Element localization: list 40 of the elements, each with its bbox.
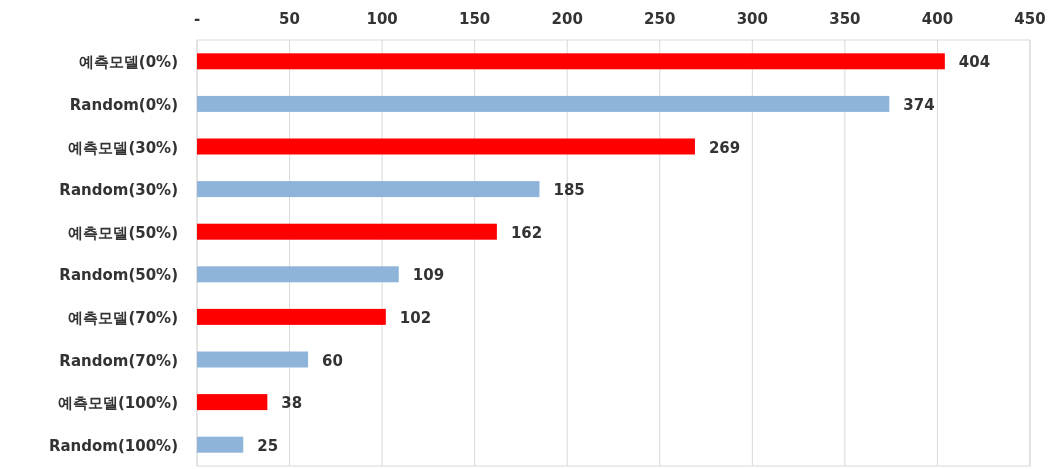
- data-label: 60: [322, 351, 343, 370]
- data-label: 102: [399, 308, 432, 327]
- data-label: 185: [553, 181, 585, 200]
- x-tick-label: 100: [366, 10, 398, 28]
- data-label: 374: [903, 95, 935, 114]
- data-label: 109: [412, 266, 445, 285]
- x-tick-label: 50: [279, 10, 300, 28]
- bar: [197, 223, 497, 240]
- x-tick-label: 300: [736, 10, 768, 28]
- bar: [197, 266, 399, 283]
- bar: [197, 351, 309, 368]
- x-tick-label: -: [193, 10, 201, 28]
- y-tick-label: Random(0%): [69, 95, 178, 114]
- bar: [197, 138, 695, 155]
- y-tick-label: Random(70%): [59, 351, 178, 370]
- x-tick-label: 400: [921, 10, 954, 28]
- data-label: 25: [257, 436, 279, 455]
- y-tick-label: Random(50%): [59, 266, 178, 285]
- bar: [197, 95, 890, 112]
- bar: [197, 308, 386, 325]
- bar: [197, 436, 244, 453]
- data-label: 38: [281, 394, 303, 413]
- bar: [197, 394, 268, 411]
- data-label: 404: [958, 53, 991, 72]
- bar: [197, 53, 945, 70]
- y-tick-label: 예측모델(0%): [78, 53, 178, 72]
- y-tick-label: Random(100%): [48, 436, 178, 455]
- x-tick-label: 200: [551, 10, 583, 28]
- data-label: 162: [510, 223, 543, 242]
- data-label: 269: [708, 138, 741, 157]
- y-tick-label: Random(30%): [59, 181, 178, 200]
- x-tick-label: 150: [459, 10, 491, 28]
- y-tick-label: 예측모델(70%): [68, 308, 178, 327]
- x-tick-label: 350: [829, 10, 861, 28]
- y-tick-label: 예측모델(30%): [68, 138, 178, 157]
- x-tick-label: 450: [1014, 10, 1046, 28]
- x-tick-label: 250: [644, 10, 676, 28]
- y-tick-label: 예측모델(50%): [68, 223, 178, 242]
- y-tick-label: 예측모델(100%): [57, 394, 178, 413]
- bar: [197, 181, 540, 198]
